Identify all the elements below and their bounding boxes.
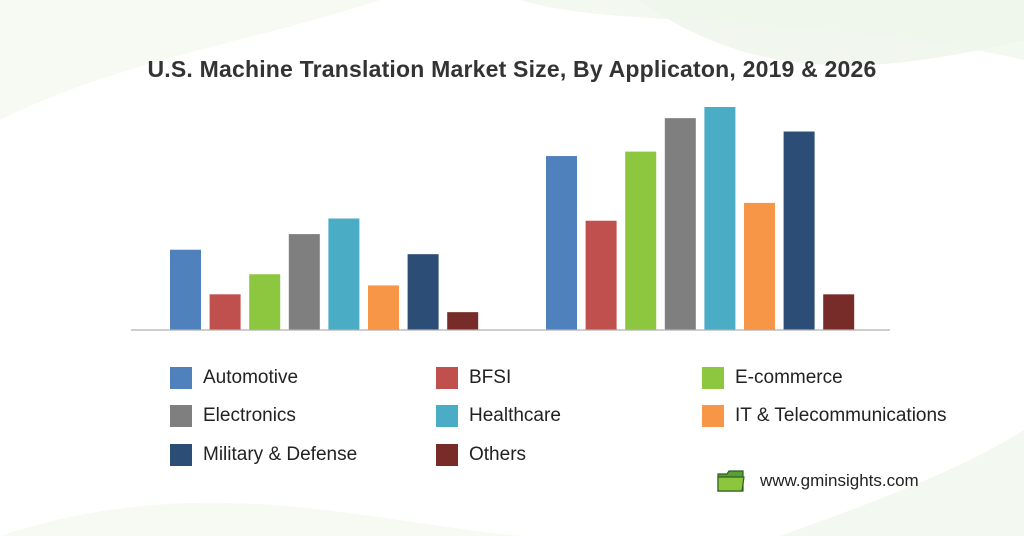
legend-swatch-military-defense [170,444,192,466]
footer-source: www.gminsights.com [716,468,919,494]
legend-swatch-ecommerce [702,367,724,389]
legend-swatch-automotive [170,367,192,389]
bar-2019-e-commerce [249,274,281,330]
bar-2026-others [823,294,855,330]
legend-label-automotive: Automotive [203,367,299,388]
bar-2019-bfsi [209,294,241,330]
bar-2026-bfsi [585,220,617,330]
bar-2026-military-defense [783,131,815,330]
bar-2019-electronics [288,234,320,330]
bar-2026-it-telecommunications [744,202,775,330]
bar-2019-healthcare [328,218,360,330]
legend-item-it-telecom: IT & Telecommunications [702,405,947,427]
legend-item-bfsi: BFSI [436,367,511,389]
legend-label-healthcare: Healthcare [469,405,561,426]
bar-2019-military-defense [407,254,439,330]
legend-item-military-defense: Military & Defense [170,444,357,466]
legend-label-it-telecom: IT & Telecommunications [735,405,947,426]
legend-swatch-bfsi [436,367,458,389]
bar-2026-electronics [664,118,696,331]
legend-label-military-defense: Military & Defense [203,444,358,465]
bar-2026-automotive [546,156,577,330]
legend-swatch-healthcare [436,405,458,427]
legend-item-automotive: Automotive [170,367,298,389]
chart-title: U.S. Machine Translation Market Size, By… [147,56,877,82]
legend-label-electronics: Electronics [203,405,296,426]
legend-item-electronics: Electronics [170,405,296,427]
legend-label-ecommerce: E-commerce [735,367,843,388]
legend-swatch-electronics [170,405,192,427]
bar-2026-healthcare [704,107,736,330]
legend-item-others: Others [436,444,526,466]
bar-2026-e-commerce [625,151,657,330]
bar-2019-automotive [170,249,201,330]
legend-item-healthcare: Healthcare [436,405,561,427]
bar-2019-others [447,312,479,330]
folder-icon [717,470,745,492]
website-link[interactable]: www.gminsights.com [760,471,919,490]
bar-2019-it-telecommunications [368,285,399,330]
legend-swatch-others [436,444,458,466]
legend-label-others: Others [469,444,527,465]
legend-label-bfsi: BFSI [469,367,512,388]
legend-item-ecommerce: E-commerce [702,367,843,389]
legend-swatch-it-telecom [702,405,724,427]
